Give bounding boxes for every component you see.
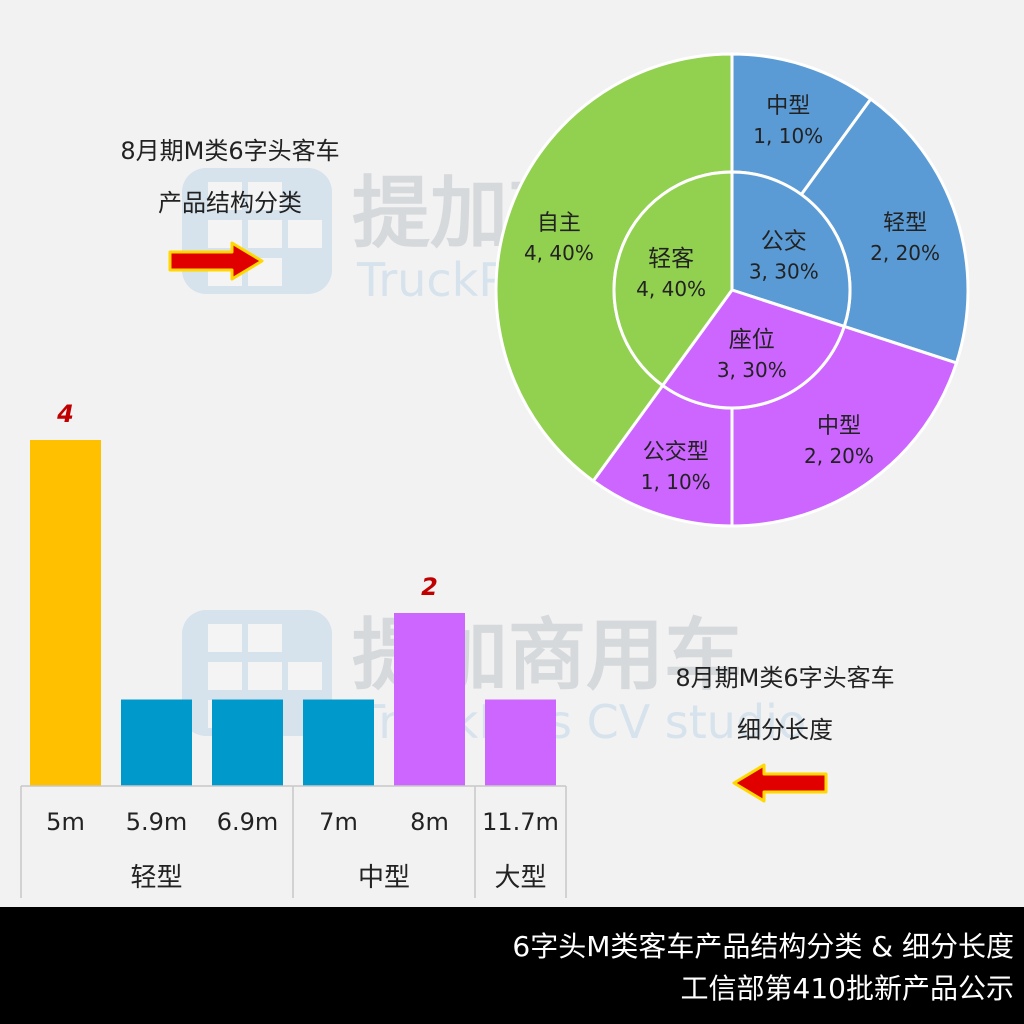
pie-caption: 8月期M类6字头客车 产品结构分类 xyxy=(70,125,390,229)
watermark-logo-cell xyxy=(208,182,242,210)
bar-data-label-0: 4 xyxy=(56,400,74,428)
bar-group-label-1: 中型 xyxy=(358,863,410,893)
bar-category-label-0: 5m xyxy=(46,808,85,836)
watermark-logo-cell xyxy=(288,220,322,248)
donut-chart: 中型 1, 10% 轻型 2, 20% 中型 2, 20% 公交型 1, 10% 自主 4, 40… xyxy=(494,52,970,528)
watermark-logo-cell xyxy=(248,662,282,690)
outer-slice-label-3: 1, 10% xyxy=(641,470,711,494)
outer-slice-name-2: 中型 xyxy=(817,414,861,439)
outer-slice-name-1: 轻型 xyxy=(883,211,927,236)
footer-banner: 6字头M类客车产品结构分类 & 细分长度 工信部第410批新产品公示 xyxy=(0,907,1024,1024)
watermark-logo-cell xyxy=(288,662,322,690)
inner-slice-name-1: 座位 xyxy=(729,327,775,353)
outer-slice-label-0: 1, 10% xyxy=(753,124,823,148)
watermark-logo-cell xyxy=(248,624,282,652)
inner-slice-0 xyxy=(730,170,852,329)
inner-slice-name-0: 公交 xyxy=(761,228,807,254)
inner-slice-1 xyxy=(660,288,847,410)
bar-data-label-4: 2 xyxy=(421,573,438,601)
bar-category-label-5: 11.7m xyxy=(482,808,559,836)
outer-slice-label-4: 4, 40% xyxy=(524,241,594,265)
inner-slice-label-1: 3, 30% xyxy=(717,358,787,382)
bar-chart: 4 5m 5.9m 6.9m 7m 2 8m 11.7m 轻型 中型 大型 xyxy=(20,400,567,898)
outer-slice-label-1: 2, 20% xyxy=(870,241,940,265)
watermark-logo-cell xyxy=(208,662,242,690)
bar-caption: 8月期M类6字头客车 细分长度 xyxy=(630,652,940,756)
bar-caption-line2: 细分长度 xyxy=(737,716,833,744)
bar-category-label-4: 8m xyxy=(410,808,449,836)
right-arrow-icon xyxy=(168,241,264,281)
bar-group-label-2: 大型 xyxy=(494,863,546,893)
outer-slice-name-4: 自主 xyxy=(537,211,581,236)
bar-2 xyxy=(212,699,283,786)
outer-slice-label-2: 2, 20% xyxy=(804,444,874,468)
bar-0 xyxy=(30,440,101,786)
footer-source: 工信部第410批新产品公示 xyxy=(680,972,1014,1005)
bar-5 xyxy=(485,699,556,786)
pie-caption-line2: 产品结构分类 xyxy=(158,189,302,217)
outer-slice-name-0: 中型 xyxy=(766,94,810,119)
bar-1 xyxy=(121,699,192,786)
outer-slice-name-3: 公交型 xyxy=(643,440,709,465)
inner-slice-label-2: 4, 40% xyxy=(636,277,706,301)
bar-caption-line1: 8月期M类6字头客车 xyxy=(675,664,895,692)
bar-category-label-2: 6.9m xyxy=(217,808,279,836)
watermark-logo-cell xyxy=(208,624,242,652)
bar-category-label-1: 5.9m xyxy=(126,808,188,836)
watermark-logo-cell xyxy=(208,220,242,248)
inner-slice-2 xyxy=(612,170,734,388)
inner-slice-label-0: 3, 30% xyxy=(749,259,819,283)
bar-4 xyxy=(394,613,465,786)
bar-category-label-3: 7m xyxy=(319,808,358,836)
bar-3 xyxy=(303,699,374,786)
inner-slice-name-2: 轻客 xyxy=(648,246,694,272)
left-arrow-icon xyxy=(732,763,828,803)
watermark-logo-cell xyxy=(248,220,282,248)
watermark-logo-cell xyxy=(248,182,282,210)
bar-group-label-0: 轻型 xyxy=(130,863,182,893)
footer-title: 6字头M类客车产品结构分类 & 细分长度 xyxy=(512,930,1014,963)
pie-caption-line1: 8月期M类6字头客车 xyxy=(120,137,340,165)
